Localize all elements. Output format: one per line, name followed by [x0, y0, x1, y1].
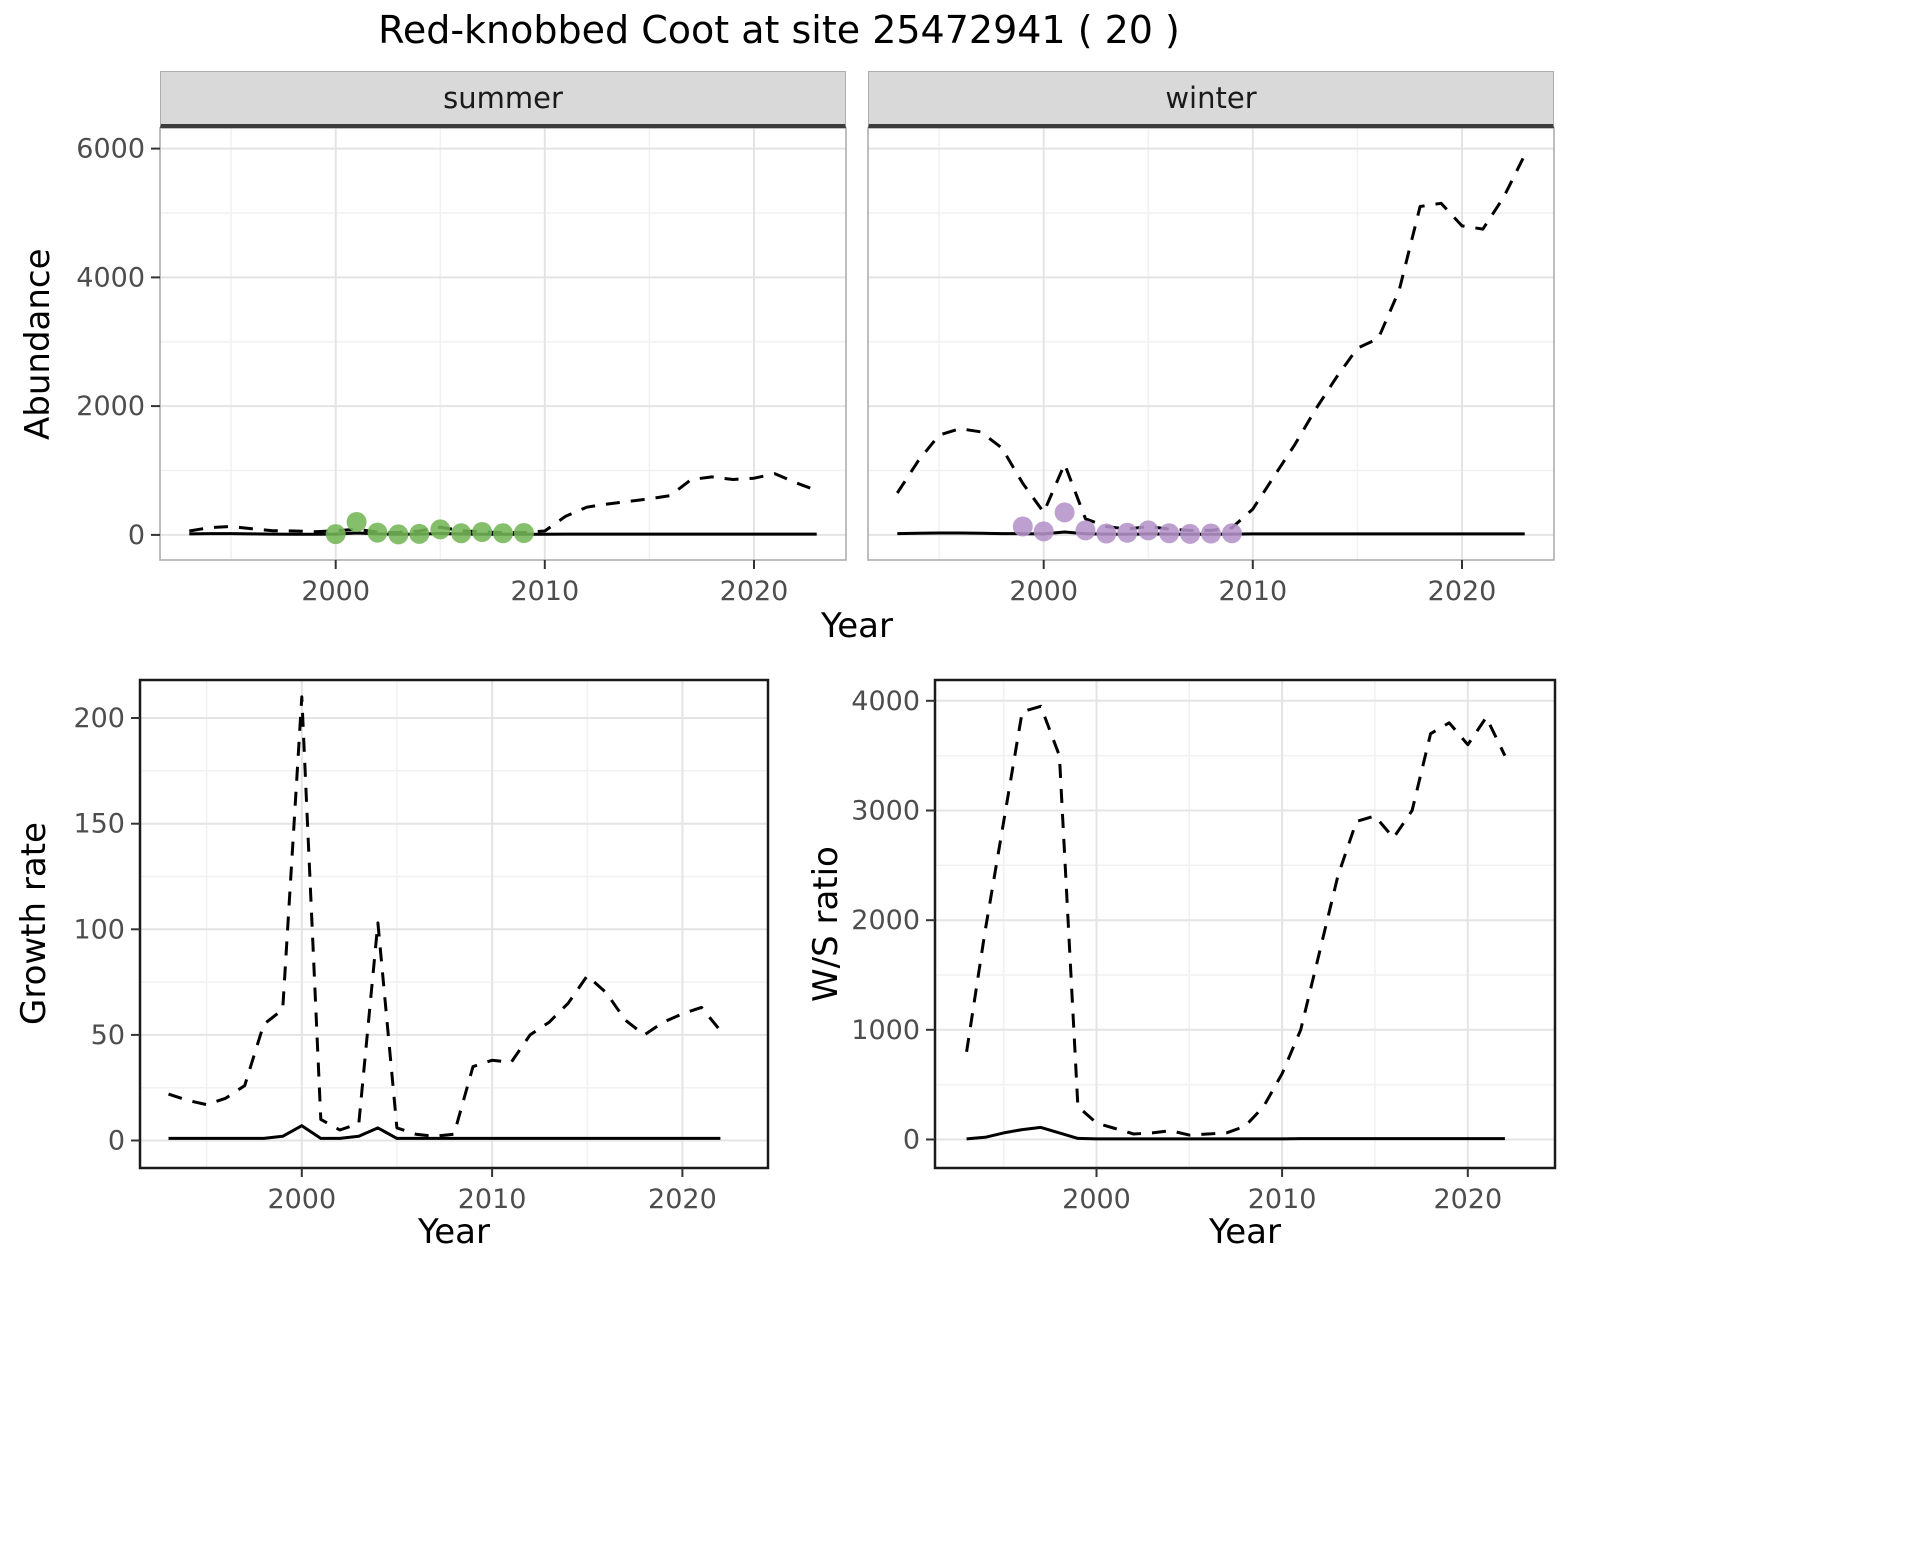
panel-bg: [935, 680, 1555, 1168]
series-growth-rate-dashed: [168, 695, 722, 1138]
y-tick-label: 150: [73, 809, 125, 840]
x-tick-label: 2000: [1009, 576, 1078, 607]
observed-summer-count: [325, 524, 346, 545]
observed-winter-count: [1075, 520, 1096, 541]
observed-winter-count: [1012, 516, 1033, 537]
y-tick-label: 0: [128, 520, 145, 551]
observed-summer-count: [472, 522, 493, 542]
series-group: [965, 704, 1507, 1141]
panel-border: [867, 127, 1555, 561]
x-tick-label: 2000: [301, 576, 370, 607]
observed-winter-count: [1033, 521, 1054, 542]
y-tick-label: 4000: [851, 686, 920, 717]
growth-rate-axis-label: Growth rate: [14, 822, 54, 1026]
x-tick-label: 2020: [1433, 1184, 1502, 1215]
observed-summer-count: [367, 522, 388, 543]
abundance-axis-label: Abundance: [18, 248, 58, 440]
y-tick-label: 1000: [851, 1015, 920, 1046]
y-tick-label: 3000: [851, 796, 920, 827]
observed-winter-count: [1180, 523, 1201, 544]
ws-ratio-axis-label: W/S ratio: [806, 846, 846, 1002]
series-ws-ratio-dashed: [965, 704, 1507, 1137]
x-tick-label: 2020: [1428, 576, 1497, 607]
panel-bg: [140, 680, 768, 1168]
y-tick-label: 100: [73, 914, 125, 945]
observed-summer-count: [493, 523, 513, 544]
y-tick-label: 2000: [76, 391, 145, 422]
panel-border: [138, 678, 770, 1170]
x-tick-label: 2010: [510, 576, 579, 607]
top-year-axis-label: Year: [821, 606, 893, 646]
y-tick-label: 0: [108, 1126, 125, 1157]
x-tick-label: 2000: [1062, 1184, 1131, 1215]
x-tick-label: 2010: [1218, 576, 1287, 607]
x-tick-label: 2010: [458, 1184, 527, 1215]
observed-summer-count: [513, 523, 534, 543]
panel-bg: [868, 128, 1554, 560]
y-tick-label: 2000: [851, 905, 920, 936]
figure-title: Red-knobbed Coot at site 25472941 ( 20 ): [378, 8, 1180, 52]
bottom-left-year-axis-label: Year: [418, 1212, 490, 1252]
facet-label-summer: summer: [443, 81, 563, 115]
series-ws-ratio-solid: [966, 1125, 1505, 1141]
facet-strip-summer: summer: [160, 71, 846, 128]
series-upper-bound-dashed: [189, 472, 818, 535]
series-group: [189, 472, 818, 545]
observed-winter-count: [1159, 523, 1180, 544]
y-tick-label: 4000: [76, 262, 145, 293]
observed-winter-count: [1138, 520, 1159, 541]
observed-winter-count: [1054, 502, 1075, 523]
observed-summer-count: [430, 519, 451, 540]
observed-summer-count: [388, 524, 409, 545]
x-tick-label: 2020: [720, 576, 789, 607]
y-tick-label: 0: [903, 1125, 920, 1156]
panel-border: [933, 678, 1557, 1170]
observed-winter-count: [1096, 523, 1117, 544]
y-tick-label: 6000: [76, 134, 145, 165]
bottom-right-year-axis-label: Year: [1209, 1212, 1281, 1252]
series-group: [168, 695, 722, 1140]
x-tick-label: 2010: [1248, 1184, 1317, 1215]
facet-strip-winter: winter: [868, 71, 1554, 128]
observed-winter-count: [1201, 523, 1221, 544]
panel-border: [159, 127, 847, 561]
y-tick-label: 50: [91, 1020, 125, 1051]
observed-winter-count: [1117, 522, 1138, 543]
observed-summer-count: [451, 523, 472, 544]
series-group: [896, 154, 1527, 544]
observed-summer-count: [409, 523, 430, 544]
x-tick-label: 2000: [267, 1184, 336, 1215]
y-tick-label: 200: [73, 703, 125, 734]
observed-summer-count: [346, 512, 367, 532]
observed-winter-count: [1221, 523, 1242, 544]
facet-label-winter: winter: [1165, 81, 1257, 115]
series-growth-rate-solid: [168, 1124, 721, 1140]
x-tick-label: 2020: [648, 1184, 717, 1215]
panel-bg: [160, 128, 846, 560]
